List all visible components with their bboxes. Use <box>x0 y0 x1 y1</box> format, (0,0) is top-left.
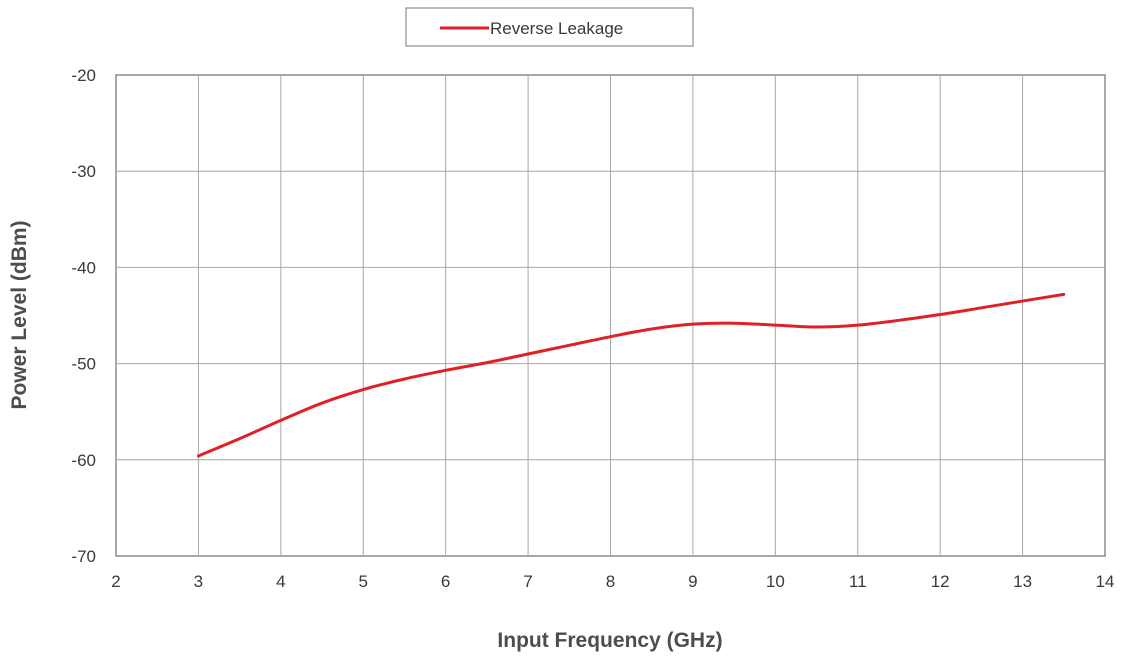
x-tick-label: 9 <box>688 572 697 591</box>
legend-label-reverse-leakage: Reverse Leakage <box>490 19 623 38</box>
x-tick-label: 6 <box>441 572 450 591</box>
y-tick-labels: -70 -60 -50 -40 -30 -20 <box>71 66 96 566</box>
series-layer <box>196 292 1066 458</box>
y-tick-label: -50 <box>71 355 96 374</box>
y-tick-label: -30 <box>71 162 96 181</box>
x-tick-label: 4 <box>276 572 285 591</box>
x-tick-label: 2 <box>111 572 120 591</box>
x-axis-title: Input Frequency (GHz) <box>497 629 722 652</box>
x-tick-label: 13 <box>1013 572 1032 591</box>
series-line-reverse-leakage <box>196 292 1066 458</box>
x-tick-label: 5 <box>359 572 368 591</box>
x-tick-label: 11 <box>849 572 867 591</box>
x-tick-label: 10 <box>766 572 785 591</box>
x-tick-label: 7 <box>523 572 532 591</box>
legend: Reverse Leakage <box>405 7 694 47</box>
y-tick-label: -70 <box>71 547 96 566</box>
y-axis-title: Power Level (dBm) <box>8 220 31 409</box>
x-tick-label: 3 <box>194 572 203 591</box>
y-tick-label: -40 <box>71 258 96 277</box>
x-tick-label: 14 <box>1096 572 1115 591</box>
x-tick-label: 8 <box>606 572 615 591</box>
x-tick-labels: 2 3 4 5 6 7 8 9 10 11 12 13 14 <box>111 572 1114 591</box>
y-tick-label: -60 <box>71 451 96 470</box>
x-tick-label: 12 <box>931 572 950 591</box>
grid-lines <box>116 75 1105 556</box>
y-tick-label: -20 <box>71 66 96 85</box>
